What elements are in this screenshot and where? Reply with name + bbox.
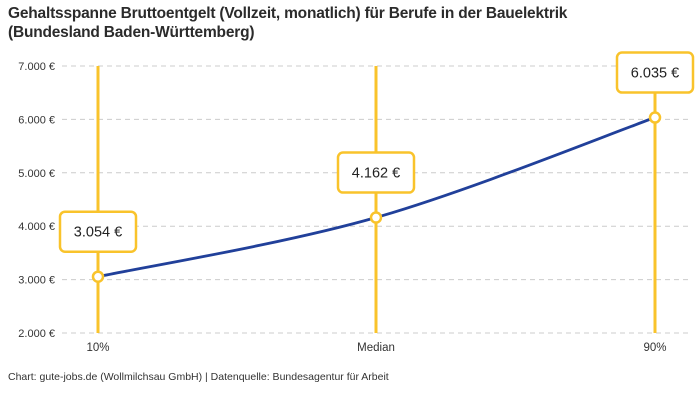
chart-attribution: Chart: gute-jobs.de (Wollmilchsau GmbH) …: [8, 371, 389, 383]
y-tick-label: 6.000 €: [18, 114, 55, 126]
value-label-90%: 6.035 €: [631, 66, 679, 82]
chart-title-line1: Gehaltsspanne Bruttoentgelt (Vollzeit, m…: [8, 5, 568, 22]
data-point-90%: [648, 111, 662, 124]
data-point-Median: [369, 211, 383, 224]
chart-title-line2: (Bundesland Baden-Württemberg): [8, 24, 255, 42]
y-tick-label: 2.000 €: [18, 328, 55, 340]
value-label-box-10%: [58, 210, 138, 253]
value-label-Median: 4.162 €: [352, 166, 400, 182]
y-tick-label: 7.000 €: [18, 61, 55, 73]
y-tick-label: 5.000 €: [18, 168, 55, 180]
data-point-10%: [91, 270, 105, 283]
x-axis-label-10%: 10%: [86, 342, 109, 354]
value-label-box-Median: [336, 151, 416, 194]
y-tick-label: 3.000 €: [18, 275, 55, 287]
value-label-box-90%: [615, 51, 695, 94]
chart-canvas: 2.000 € 3.000 € 4.000 € 5.000 € 6.000 € 7.000…: [18, 51, 695, 354]
x-axis-label-Median: Median: [357, 342, 395, 354]
y-tick-label: 4.000 €: [18, 221, 55, 233]
chart-title: Gehaltsspanne Bruttoentgelt (Vollzeit, m…: [8, 4, 567, 43]
value-label-10%: 3.054 €: [74, 225, 122, 241]
x-axis-label-90%: 90%: [643, 342, 666, 354]
